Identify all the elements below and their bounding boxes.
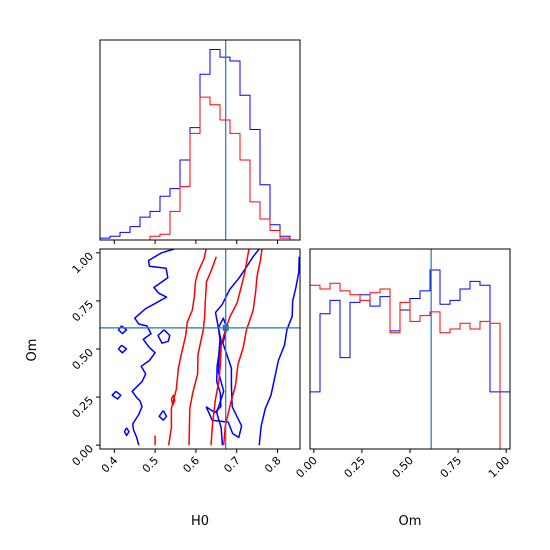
hist-Om-frame [309, 248, 511, 450]
x-tick-label: 0.8 [262, 454, 284, 476]
x-tick-label: 0.50 [390, 454, 417, 481]
x-tick-label: 1.00 [486, 454, 513, 481]
hist-H0-frame [99, 39, 301, 241]
contour-frame [99, 248, 301, 450]
hist-Om-plot-area [310, 249, 510, 449]
histogram-step-series-2 [100, 96, 300, 240]
contour-y-ticks: 0.00 0.25 0.50 0.75 1.00 [70, 250, 100, 469]
histogram-step-series-2 [310, 282, 510, 449]
histogram-step-series-1 [100, 49, 300, 240]
hist-H0-x-ticks [113, 240, 279, 244]
x-tick-label: 0.75 [438, 454, 465, 481]
x-tick-label: 0.5 [140, 454, 162, 476]
y-tick-label: 1.00 [70, 250, 97, 277]
y-tick-label: 0.25 [70, 394, 97, 421]
contour-plot-area [100, 249, 300, 449]
contour-line-9 [258, 256, 300, 446]
contour-line-1 [131, 249, 175, 446]
contour-line-7 [123, 427, 130, 437]
hist-Om-x-axis-label: Om [399, 514, 422, 529]
contour-x-ticks: 0.4 0.5 0.6 0.7 0.8 [99, 449, 284, 475]
contour-line-10 [205, 317, 243, 439]
y-tick-label: 0.75 [70, 298, 97, 325]
contour-y-axis-label: Om [25, 339, 40, 362]
x-tick-label: 0.6 [180, 454, 202, 476]
y-tick-label: 0.50 [70, 346, 97, 373]
contour-line-3 [117, 325, 128, 335]
contour-x-axis-label: H0 [191, 514, 209, 529]
contour-line-16 [222, 249, 263, 446]
x-tick-label: 0.00 [293, 454, 320, 481]
x-tick-label: 0.25 [342, 454, 369, 481]
panel-hist-Om: 0.00 0.25 0.50 0.75 1.00 Om [293, 248, 512, 529]
hist-H0-plot-area [100, 40, 300, 240]
x-tick-label: 0.7 [221, 454, 243, 476]
contour-line-6 [158, 410, 168, 421]
truth-marker [222, 324, 229, 331]
y-tick-label: 0.00 [70, 442, 97, 469]
contour-line-13 [167, 249, 207, 446]
contour-line-14 [188, 256, 218, 446]
contour-line-4 [117, 344, 128, 354]
histogram-step-series-1 [310, 269, 510, 449]
panel-hist-H0 [99, 39, 301, 244]
contour-line-2 [157, 329, 171, 344]
x-tick-label: 0.4 [99, 454, 121, 476]
hist-Om-x-ticks: 0.00 0.25 0.50 0.75 1.00 [293, 449, 512, 480]
panel-contour-H0-Om: 0.4 0.5 0.6 0.7 0.8 0.000.250.500.751.00 H0 … [25, 248, 301, 529]
contour-line-5 [111, 390, 122, 400]
